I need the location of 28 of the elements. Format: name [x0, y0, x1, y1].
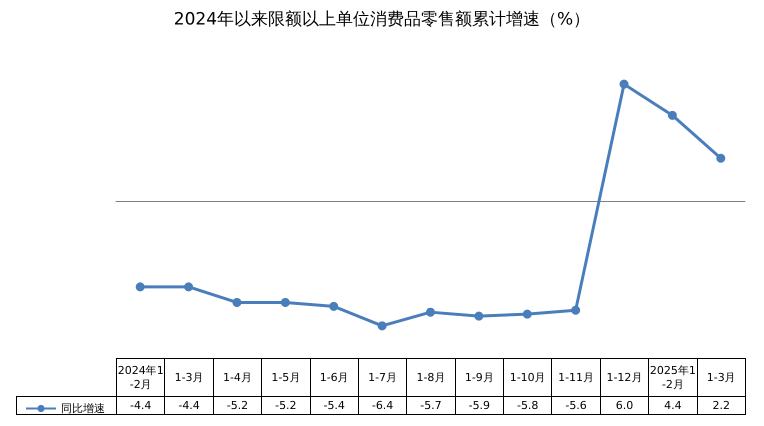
data-label: -5.8	[504, 396, 552, 414]
chart-title: 2024年以来限额以上单位消费品零售额累计增速（%）	[174, 10, 590, 30]
data-label: -5.7	[406, 396, 456, 414]
x-tick-label: 1-12月	[600, 358, 649, 396]
x-tick-label: 1-3月	[697, 358, 746, 396]
data-label: 2.2	[697, 396, 746, 414]
x-tick-label: 1-6月	[310, 358, 358, 396]
x-tick-label: 1-8月	[406, 358, 456, 396]
legend-label: 同比增速	[61, 402, 105, 415]
data-label: 6.0	[600, 396, 649, 414]
data-label: -5.6	[552, 396, 600, 414]
x-tick-label: 2025年1-2月	[648, 358, 698, 396]
x-tick-label: 1-3月	[164, 358, 214, 396]
data-label: -5.4	[310, 396, 358, 414]
x-tick-label: 1-10月	[504, 358, 552, 396]
x-tick-label: 1-9月	[455, 358, 504, 396]
x-tick-label: 1-5月	[262, 358, 310, 396]
x-tick-label: 2024年1-2月	[116, 358, 165, 396]
data-label: -4.4	[164, 396, 214, 414]
data-label: -4.4	[116, 396, 165, 414]
data-label: -5.2	[213, 396, 262, 414]
data-label: -5.2	[262, 396, 310, 414]
data-label: -6.4	[358, 396, 407, 414]
x-tick-label: 1-11月	[552, 358, 600, 396]
x-tick-label: 1-4月	[213, 358, 262, 396]
data-label: 4.4	[648, 396, 698, 414]
data-label: -5.9	[455, 396, 504, 414]
x-tick-label: 1-7月	[358, 358, 407, 396]
